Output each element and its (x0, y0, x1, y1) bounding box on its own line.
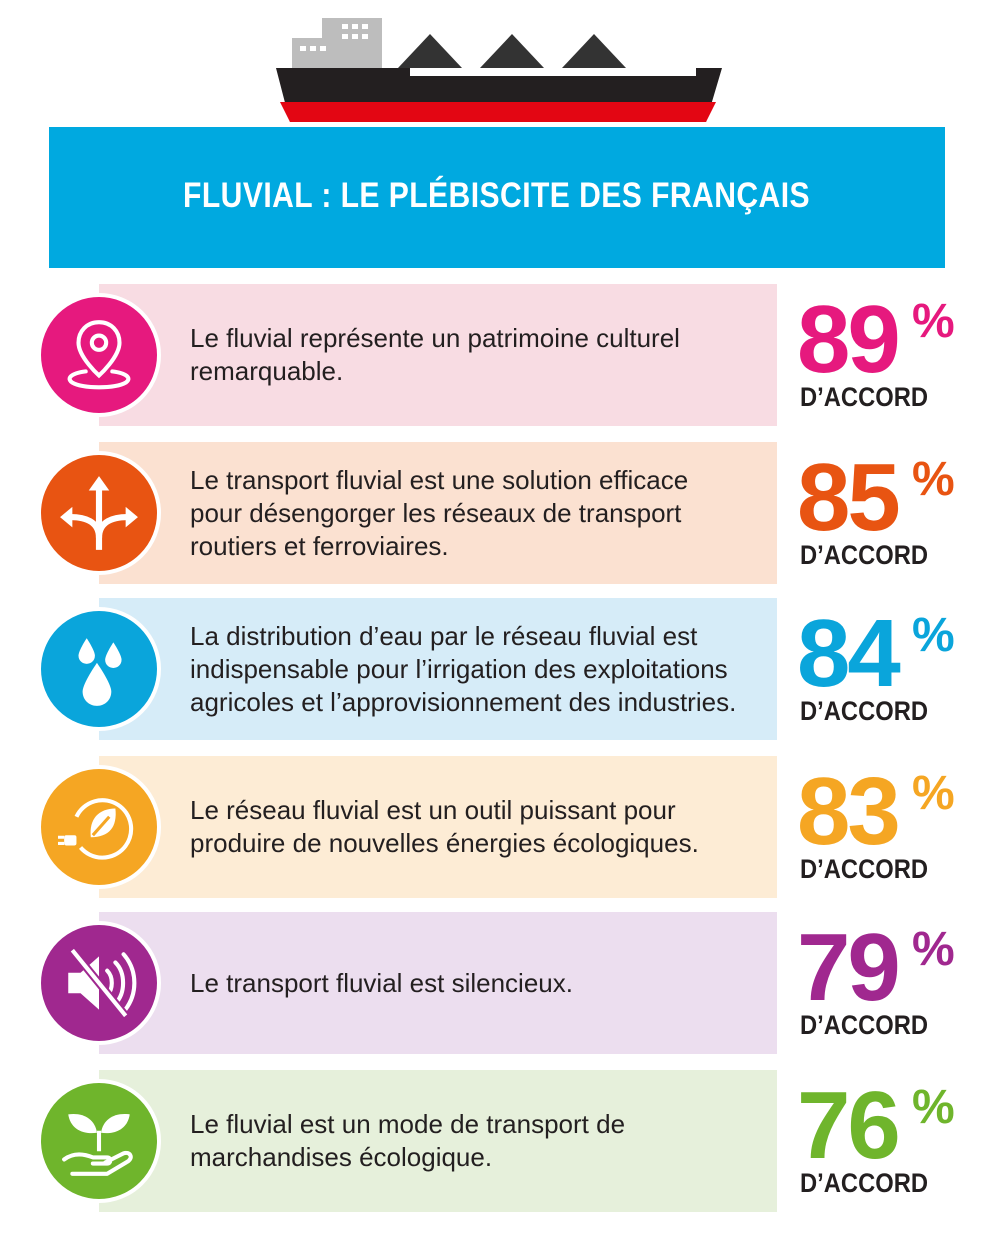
statement-line: Le transport fluvial est une solution ef… (190, 464, 689, 495)
statement-line: remarquable. (190, 356, 344, 386)
statement-background (99, 598, 777, 740)
plant-in-hand-icon (37, 1079, 161, 1203)
location-pin-icon (37, 293, 161, 417)
percent-sign: % (912, 453, 955, 506)
statement-text: Le fluvial est un mode de transport de ma… (190, 1070, 765, 1212)
statement-line: agricoles et l’approvisionnement des ind… (190, 686, 737, 717)
percent-sign: % (912, 767, 955, 820)
statement-background (99, 284, 777, 426)
statement-text: Le réseau fluvial est un outil puissant … (190, 756, 765, 898)
agreement-label: D’ACCORD (800, 1010, 929, 1040)
agreement-label: D’ACCORD (800, 696, 929, 726)
statement-background (99, 756, 777, 898)
statement-text: Le transport fluvial est une solution ef… (190, 442, 765, 584)
agreement-percentage: 79 (797, 914, 901, 1021)
statement-line: pour désengorger les réseaux de transpor… (190, 497, 682, 528)
statement-row: Le fluvial est un mode de transport de ma… (0, 1070, 1000, 1214)
agreement-percentage: 83 (797, 758, 901, 865)
statement-row: Le fluvial représente un patrimoine cult… (0, 284, 1000, 428)
statement-text: Le transport fluvial est silencieux. (190, 912, 765, 1054)
statement-line: Le transport fluvial est silencieux. (190, 967, 573, 998)
statement-row: Le transport fluvial est silencieux. 79% D… (0, 912, 1000, 1056)
agreement-percentage: 84 (797, 600, 901, 707)
statement-line: indispensable pour l’irrigation des expl… (190, 653, 728, 684)
statement-row: La distribution d’eau par le réseau fluv… (0, 598, 1000, 742)
green-energy-leaf-icon (37, 765, 161, 889)
statement-line: marchandises écologique. (190, 1142, 493, 1172)
agreement-percentage: 89 (797, 286, 901, 393)
statement-text: La distribution d’eau par le réseau fluv… (190, 598, 765, 740)
percent-sign: % (912, 923, 955, 976)
cargo-ship-icon (276, 18, 722, 122)
percent-sign: % (912, 609, 955, 662)
statement-line: produire de nouvelles énergies écologiqu… (190, 828, 699, 858)
statement-line: Le fluvial est un mode de transport de (190, 1109, 626, 1139)
agreement-label: D’ACCORD (800, 382, 929, 412)
agreement-label: D’ACCORD (800, 1168, 929, 1198)
directions-arrows-icon (37, 451, 161, 575)
percent-sign: % (912, 1081, 955, 1134)
agreement-percentage: 76 (797, 1072, 901, 1179)
agreement-label: D’ACCORD (800, 854, 929, 884)
statement-row: Le réseau fluvial est un outil puissant … (0, 756, 1000, 900)
statement-background (99, 1070, 777, 1212)
statement-background (99, 912, 777, 1054)
statement-line: routiers et ferroviaires. (190, 530, 449, 561)
title-banner: FLUVIAL : LE PLÉBISCITE DES FRANÇAIS (49, 127, 945, 268)
water-drops-icon (37, 607, 161, 731)
page-title: FLUVIAL : LE PLÉBISCITE DES FRANÇAIS (183, 175, 811, 215)
muted-speaker-icon (37, 921, 161, 1045)
statement-line: La distribution d’eau par le réseau fluv… (190, 620, 698, 651)
percent-sign: % (912, 295, 955, 348)
statement-row: Le transport fluvial est une solution ef… (0, 442, 1000, 586)
agreement-label: D’ACCORD (800, 540, 929, 570)
statement-background (99, 442, 777, 584)
agreement-percentage: 85 (797, 444, 901, 551)
statement-line: Le fluvial représente un patrimoine cult… (190, 323, 680, 353)
statement-line: Le réseau fluvial est un outil puissant … (190, 795, 676, 825)
statement-text: Le fluvial représente un patrimoine cult… (190, 284, 765, 426)
